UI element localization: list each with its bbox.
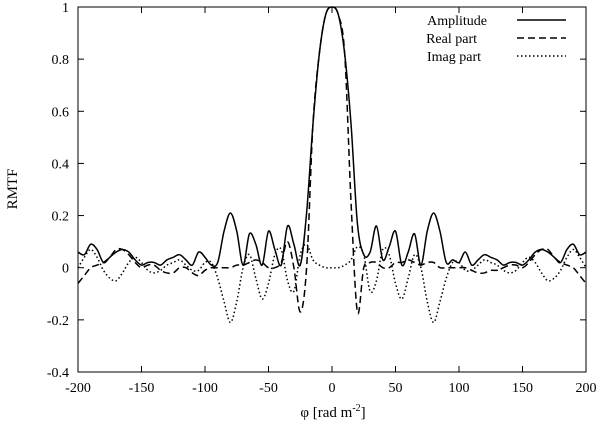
legend: Amplitude Real part Imag part [426, 14, 566, 65]
y-axis-title: RMTF [5, 169, 21, 210]
x-tick-label: 0 [329, 381, 336, 396]
x-tick-label: -100 [192, 381, 218, 396]
y-tick-label: 0.2 [52, 210, 70, 225]
x-tick-label: 50 [389, 381, 403, 396]
y-tick-label: 0.8 [52, 53, 70, 68]
x-tick-label: -50 [259, 381, 278, 396]
x-tick-label: 100 [449, 381, 470, 396]
ticks-layer: -200 -150 -100 -50 0 50 100 150 200 -0.4 -0.2 0 0.2 0… [47, 1, 597, 396]
x-tick-label: 200 [576, 381, 597, 396]
y-tick-label: -0.4 [47, 366, 69, 381]
plot-frame [77, 6, 587, 373]
series-line-amplitude [77, 6, 587, 267]
legend-label-imag-part: Imag part [427, 50, 481, 65]
x-tick-label: -200 [65, 381, 91, 396]
series-line-imag-part [77, 243, 587, 324]
x-tick-label: 150 [512, 381, 533, 396]
y-tick-label: 1 [62, 1, 69, 16]
legend-label-amplitude: Amplitude [427, 14, 487, 29]
y-tick-label: 0 [62, 262, 69, 277]
lines-layer [77, 6, 587, 324]
x-tick-label: -150 [129, 381, 155, 396]
y-tick-label: -0.2 [47, 314, 69, 329]
x-axis-title: φ [rad m-2] [300, 403, 365, 421]
legend-label-real-part: Real part [426, 32, 477, 47]
y-tick-label: 0.4 [52, 157, 70, 172]
y-tick-label: 0.6 [52, 105, 70, 120]
series-line-real-part [77, 6, 587, 315]
